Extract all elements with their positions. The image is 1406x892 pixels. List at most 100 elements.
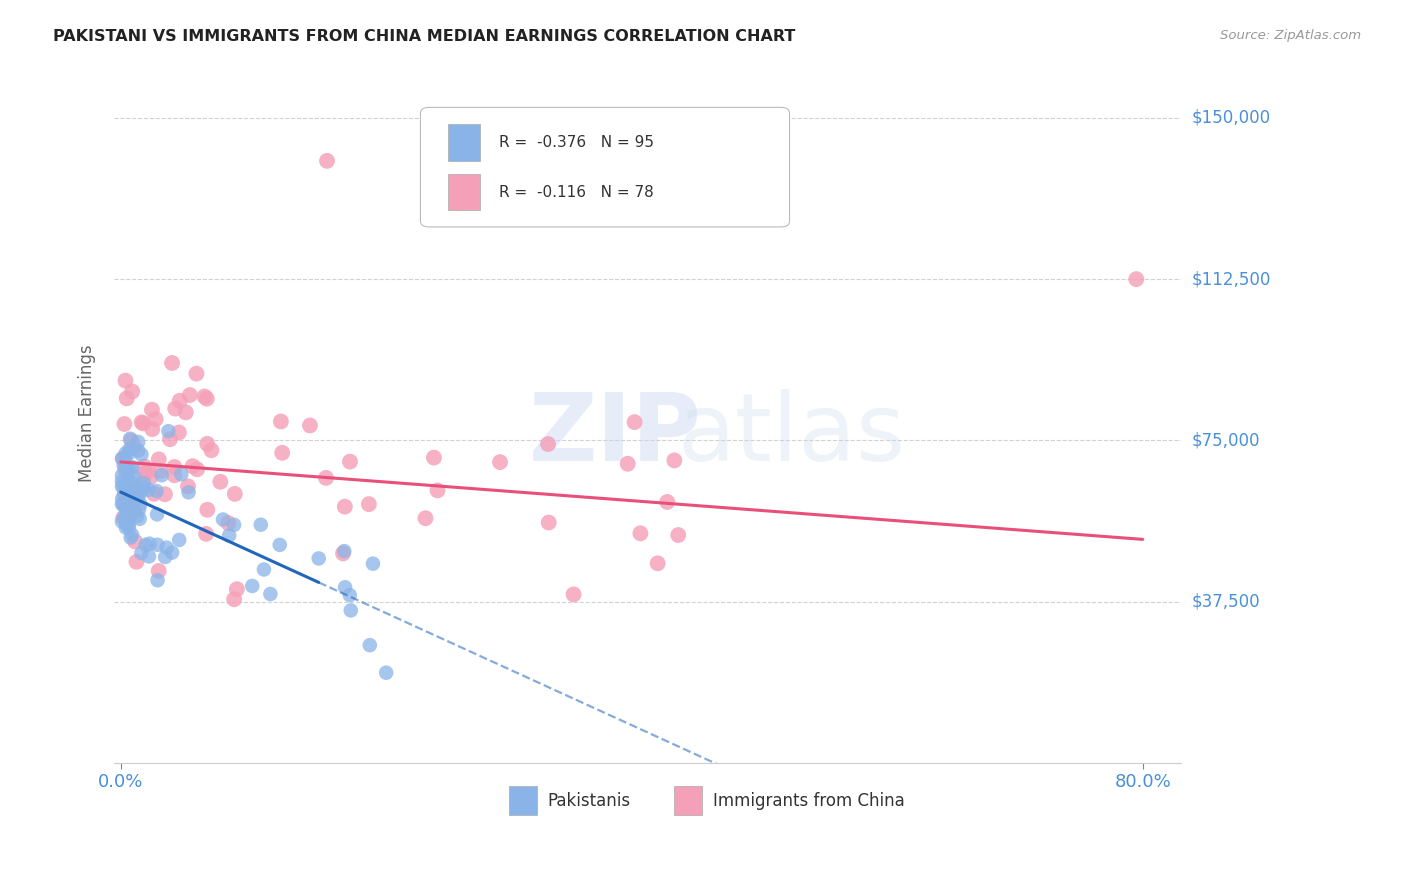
Point [186,367,208,381]
Point [339,588,361,602]
Point [118,463,141,477]
Point [122,484,145,499]
Point [339,455,361,469]
Point [118,442,141,457]
Point [186,462,208,476]
Point [153,487,176,501]
Point [131,483,153,497]
Point [129,486,152,500]
Text: $37,500: $37,500 [1192,593,1261,611]
Text: atlas: atlas [678,389,905,481]
Point [160,545,183,559]
Point [361,557,384,571]
Point [150,468,173,483]
Point [114,453,136,467]
Point [339,603,361,617]
Point [125,482,148,496]
Point [179,388,201,402]
Point [132,476,155,491]
Point [308,551,330,566]
Point [135,538,157,552]
Point [114,500,136,514]
Point [111,491,134,506]
Point [120,508,142,523]
Point [169,393,191,408]
Point [114,497,136,511]
Point [120,505,142,519]
Bar [449,124,481,161]
Point [111,497,134,511]
Point [616,457,638,471]
Point [112,510,135,524]
Text: Immigrants from China: Immigrants from China [713,792,904,810]
Text: $150,000: $150,000 [1192,109,1271,127]
Point [537,437,560,451]
Point [170,467,193,482]
Text: Pakistanis: Pakistanis [547,792,630,810]
Point [160,356,183,370]
Point [209,475,232,489]
Point [489,455,512,469]
Point [125,555,148,569]
Point [129,497,152,511]
Point [115,514,138,528]
Point [121,528,143,542]
Point [127,491,149,506]
Point [121,475,143,490]
Point [111,474,134,488]
Point [167,425,190,440]
Point [666,528,689,542]
Point [121,384,143,399]
Point [132,417,155,431]
Point [165,401,187,416]
Point [131,546,153,560]
Text: Source: ZipAtlas.com: Source: ZipAtlas.com [1220,29,1361,42]
Point [177,479,200,493]
Point [195,392,218,406]
Point [163,460,186,475]
Point [375,665,398,680]
Point [132,480,155,494]
Point [118,516,141,531]
Point [120,505,142,519]
Point [122,440,145,454]
Point [111,477,134,491]
Point [141,422,163,436]
Point [145,412,167,426]
Point [124,470,146,484]
Point [122,504,145,518]
Point [657,495,679,509]
Point [139,470,162,484]
Point [114,462,136,476]
Point [118,446,141,460]
Text: $112,500: $112,500 [1192,270,1271,288]
Point [112,511,135,525]
Point [157,424,180,438]
Bar [509,786,537,815]
Point [120,506,142,520]
Point [115,517,138,532]
Point [125,483,148,497]
Point [124,503,146,517]
Point [156,541,179,555]
Point [177,485,200,500]
Point [141,402,163,417]
Point [117,464,139,478]
Point [195,502,218,516]
Point [270,415,292,429]
Point [138,483,160,497]
Point [259,587,281,601]
Point [423,450,446,465]
Point [222,517,245,532]
Point [224,487,246,501]
Text: R =  -0.376   N = 95: R = -0.376 N = 95 [499,135,654,150]
Point [121,460,143,475]
Point [118,496,141,510]
Point [120,432,142,446]
Point [148,452,170,467]
Point [136,464,159,478]
Point [112,458,135,473]
Point [127,434,149,449]
Point [225,582,247,597]
Point [332,546,354,560]
